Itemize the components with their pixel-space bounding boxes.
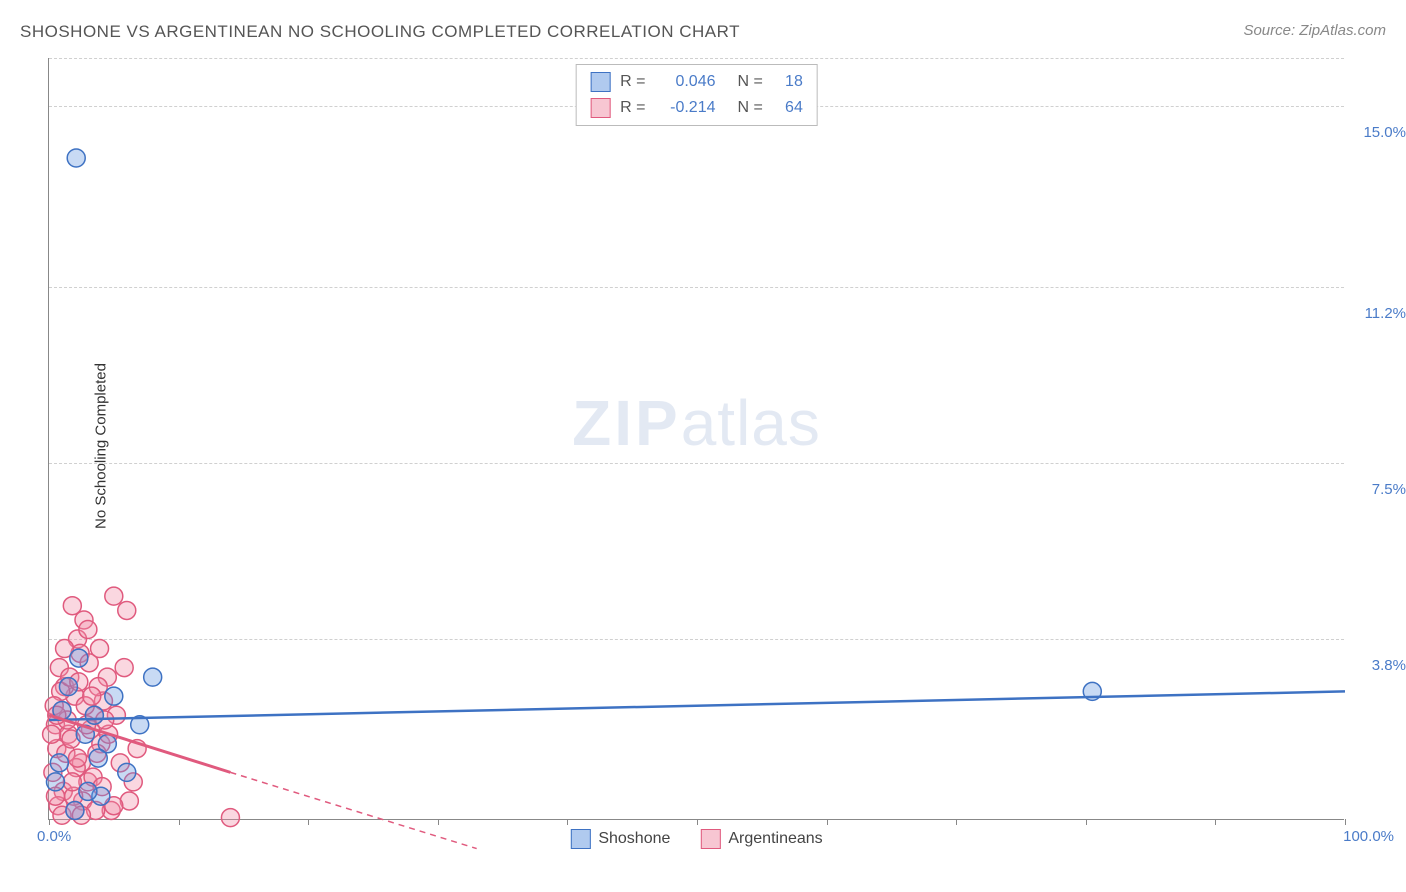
legend-r-value-argentineans: -0.214 xyxy=(656,95,716,121)
plot-svg xyxy=(49,58,1344,819)
scatter-point-shoshone xyxy=(66,801,84,819)
x-tick xyxy=(567,819,568,825)
x-tick xyxy=(308,819,309,825)
legend-r-value-shoshone: 0.046 xyxy=(656,69,716,95)
x-axis-start-label: 0.0% xyxy=(37,828,71,845)
legend-label-shoshone: Shoshone xyxy=(598,830,670,848)
trend-line xyxy=(49,691,1345,720)
scatter-point-shoshone xyxy=(67,149,85,167)
scatter-point-shoshone xyxy=(118,763,136,781)
scatter-point-argentineans xyxy=(118,601,136,619)
legend-swatch-argentineans xyxy=(590,98,610,118)
scatter-point-argentineans xyxy=(63,773,81,791)
y-tick-label: 15.0% xyxy=(1351,124,1406,141)
legend-item-argentineans: Argentineans xyxy=(700,829,822,849)
legend-n-value-shoshone: 18 xyxy=(773,69,803,95)
scatter-point-shoshone xyxy=(144,668,162,686)
x-tick xyxy=(1086,819,1087,825)
source-credit: Source: ZipAtlas.com xyxy=(1243,22,1386,39)
x-axis-end-label: 100.0% xyxy=(1343,828,1394,845)
scatter-point-shoshone xyxy=(89,749,107,767)
legend-n-label: N = xyxy=(738,69,763,95)
scatter-point-shoshone xyxy=(50,754,68,772)
y-tick-label: 7.5% xyxy=(1351,481,1406,498)
x-tick xyxy=(1215,819,1216,825)
scatter-point-shoshone xyxy=(85,706,103,724)
x-tick xyxy=(179,819,180,825)
scatter-point-argentineans xyxy=(43,725,61,743)
scatter-point-argentineans xyxy=(115,659,133,677)
x-tick xyxy=(827,819,828,825)
legend-swatch-argentineans xyxy=(700,829,720,849)
y-tick-label: 11.2% xyxy=(1351,305,1406,322)
legend-r-label: R = xyxy=(620,69,645,95)
legend-item-shoshone: Shoshone xyxy=(570,829,670,849)
scatter-point-argentineans xyxy=(221,809,239,827)
legend-swatch-shoshone xyxy=(570,829,590,849)
legend-n-label: N = xyxy=(738,95,763,121)
legend-row-shoshone: R = 0.046 N = 18 xyxy=(590,69,803,95)
legend-swatch-shoshone xyxy=(590,72,610,92)
legend-r-label: R = xyxy=(620,95,645,121)
scatter-point-argentineans xyxy=(105,587,123,605)
plot-area: ZIPatlas 3.8%7.5%11.2%15.0% 0.0% 100.0% … xyxy=(48,58,1344,820)
y-tick-label: 3.8% xyxy=(1351,657,1406,674)
x-tick xyxy=(49,819,50,825)
x-tick xyxy=(956,819,957,825)
scatter-point-shoshone xyxy=(70,649,88,667)
trend-line xyxy=(230,772,476,848)
legend-label-argentineans: Argentineans xyxy=(728,830,822,848)
scatter-point-argentineans xyxy=(69,749,87,767)
scatter-point-shoshone xyxy=(79,782,97,800)
scatter-point-shoshone xyxy=(59,678,77,696)
scatter-point-argentineans xyxy=(91,640,109,658)
scatter-point-shoshone xyxy=(105,687,123,705)
x-tick xyxy=(438,819,439,825)
legend-row-argentineans: R = -0.214 N = 64 xyxy=(590,95,803,121)
chart-container: SHOSHONE VS ARGENTINEAN NO SCHOOLING COM… xyxy=(0,0,1406,892)
scatter-point-argentineans xyxy=(83,687,101,705)
legend-n-value-argentineans: 64 xyxy=(773,95,803,121)
legend-bottom: Shoshone Argentineans xyxy=(570,829,822,849)
chart-title: SHOSHONE VS ARGENTINEAN NO SCHOOLING COM… xyxy=(20,22,740,42)
scatter-point-shoshone xyxy=(46,773,64,791)
x-tick xyxy=(697,819,698,825)
scatter-point-argentineans xyxy=(79,621,97,639)
legend-top: R = 0.046 N = 18 R = -0.214 N = 64 xyxy=(575,64,818,126)
x-tick xyxy=(1345,819,1346,825)
